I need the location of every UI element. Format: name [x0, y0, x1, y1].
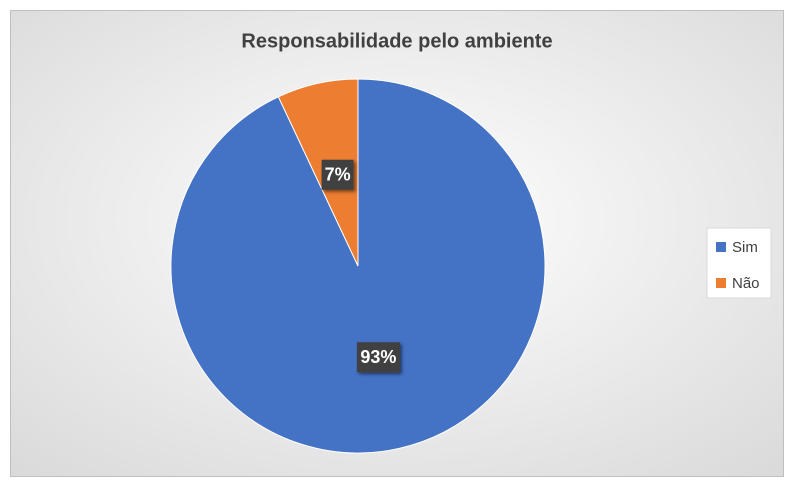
- legend-label: Sim: [732, 239, 758, 256]
- legend: Sim Não: [706, 227, 772, 299]
- data-labels: 93% 7%: [321, 159, 400, 373]
- data-label: 7%: [325, 165, 351, 185]
- legend-label: Não: [732, 275, 760, 292]
- legend-swatch: [716, 278, 726, 288]
- pie-slice: [277, 78, 359, 267]
- legend-swatch: [716, 242, 726, 252]
- data-label-box: [321, 159, 354, 190]
- data-label: 93%: [360, 347, 396, 367]
- pie: [170, 78, 546, 454]
- data-label-box: [356, 342, 400, 373]
- chart-title: Responsabilidade pelo ambiente: [241, 30, 552, 52]
